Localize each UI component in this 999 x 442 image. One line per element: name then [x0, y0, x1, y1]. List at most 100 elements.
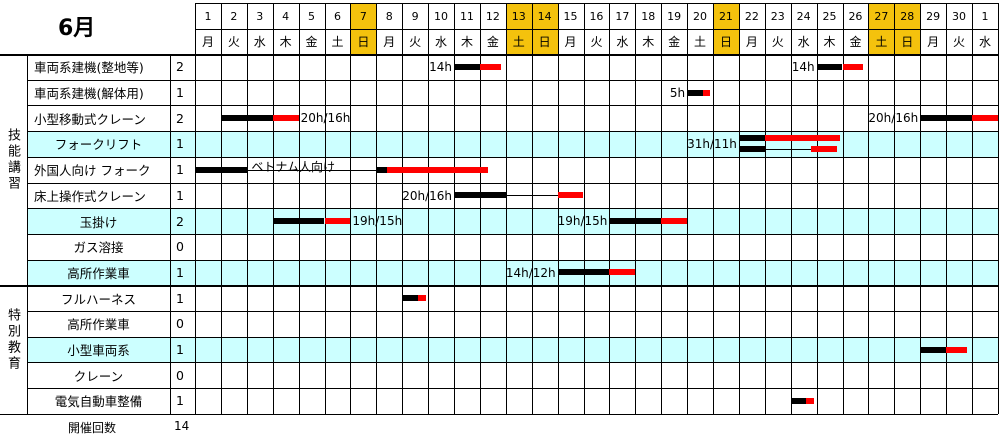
schedule-bar-black [454, 63, 480, 70]
day-weekday: 土 [868, 29, 895, 54]
connector-line [505, 195, 558, 197]
day-weekday: 土 [505, 29, 532, 54]
schedule-bar-red [272, 115, 299, 122]
day-weekday: 金 [849, 35, 862, 49]
day-weekday: 木 [642, 35, 655, 49]
day-number: 4 [282, 9, 290, 23]
day-weekday: 金 [305, 35, 318, 49]
schedule-bar-black [687, 89, 703, 96]
course-count: 2 [176, 213, 184, 229]
course-name: ガス溶接 [73, 240, 124, 256]
day-number: 28 [894, 3, 921, 29]
schedule-bar-black [738, 135, 765, 142]
day-weekday: 土 [331, 35, 344, 49]
day-number: 25 [822, 9, 837, 23]
grid-h [195, 3, 998, 4]
day-weekday: 月 [383, 35, 396, 49]
bar-annotation: 20h/16h [868, 111, 919, 126]
schedule-bar-red [702, 89, 711, 96]
course-count: 1 [176, 264, 184, 280]
day-weekday: 火 [409, 35, 422, 49]
day-weekday: 月 [927, 35, 940, 49]
bar-annotation: 19h/15h [557, 214, 608, 229]
course-count: 1 [176, 187, 184, 203]
day-weekday: 日 [531, 29, 558, 54]
day-weekday: 木 [279, 35, 292, 49]
grid-h [27, 233, 998, 235]
day-weekday: 火 [771, 35, 784, 49]
day-number: 5 [308, 9, 316, 23]
day-number: 22 [744, 9, 759, 23]
day-number: 6 [333, 9, 341, 23]
course-count: 2 [176, 59, 184, 75]
schedule-bar-black [790, 397, 807, 404]
day-number: 13 [505, 3, 532, 29]
footer-total: 14 [174, 419, 190, 433]
row-highlight [27, 259, 998, 286]
connector-line [246, 169, 377, 171]
day-weekday: 水 [616, 35, 629, 49]
grid-h [27, 156, 998, 158]
course-name: 車両系建機(整地等) [34, 60, 144, 76]
month-title: 6月 [58, 16, 96, 41]
day-number: 21 [713, 3, 739, 29]
schedule-bar-red [324, 218, 351, 225]
course-name: クレーン [73, 368, 124, 384]
day-weekday: 月 [201, 35, 214, 49]
schedule-bar-black [557, 269, 610, 276]
day-number: 30 [952, 9, 967, 23]
day-number: 26 [848, 9, 863, 23]
course-count: 1 [176, 85, 184, 101]
grid-h [27, 208, 998, 210]
grid-h [27, 311, 998, 312]
bar-annotation: 5h [669, 85, 686, 100]
day-number: 9 [411, 9, 419, 23]
course-name: 小型車両系 [67, 343, 130, 359]
day-number: 29 [926, 9, 941, 23]
day-number: 11 [459, 9, 474, 23]
schedule-bar-black [220, 115, 273, 122]
day-weekday: 水 [978, 35, 991, 49]
day-number: 20 [693, 9, 708, 23]
bar-annotation: 19h/15h [352, 214, 403, 229]
course-name: 外国人向け フォーク [34, 163, 151, 179]
day-weekday: 土 [694, 35, 707, 49]
schedule-bar-black [402, 295, 418, 302]
day-number: 12 [485, 9, 500, 23]
row-highlight [27, 208, 998, 234]
course-count: 1 [176, 290, 184, 306]
day-weekday: 日 [350, 29, 377, 54]
day-number: 18 [641, 9, 656, 23]
schedule-bar-black [738, 146, 765, 153]
grid-h [27, 131, 998, 133]
day-number: 3 [256, 9, 264, 23]
grid-h [27, 336, 998, 338]
bar-annotation: 14h/12h [505, 265, 556, 280]
course-count: 1 [176, 162, 184, 178]
grid-h [27, 79, 998, 81]
bar-annotation: 20h/16h [300, 111, 351, 126]
bar-annotation: 31h/11h [687, 137, 737, 152]
bar-annotation: 14h [791, 60, 815, 74]
schedule-bar-red [811, 146, 838, 153]
course-name: 高所作業車 [67, 265, 130, 281]
day-weekday: 水 [253, 35, 266, 49]
day-weekday: 月 [564, 35, 577, 49]
grid-h [0, 413, 998, 416]
schedule-bar-red [764, 135, 840, 142]
day-weekday: 水 [435, 35, 448, 49]
day-weekday: 月 [745, 35, 758, 49]
course-count: 0 [176, 239, 184, 255]
course-name: フォークリフト [54, 137, 143, 153]
schedule-bar-black [609, 218, 662, 225]
course-name: 床上操作式クレーン [34, 188, 146, 204]
grid-h [27, 259, 998, 261]
course-count: 2 [176, 110, 184, 126]
day-number: 16 [589, 9, 604, 23]
schedule-bar-red [609, 269, 636, 276]
day-number: 7 [350, 3, 377, 29]
schedule-bar-red [557, 192, 584, 199]
grid-h [27, 182, 998, 184]
course-name: 玉掛け [79, 214, 118, 230]
